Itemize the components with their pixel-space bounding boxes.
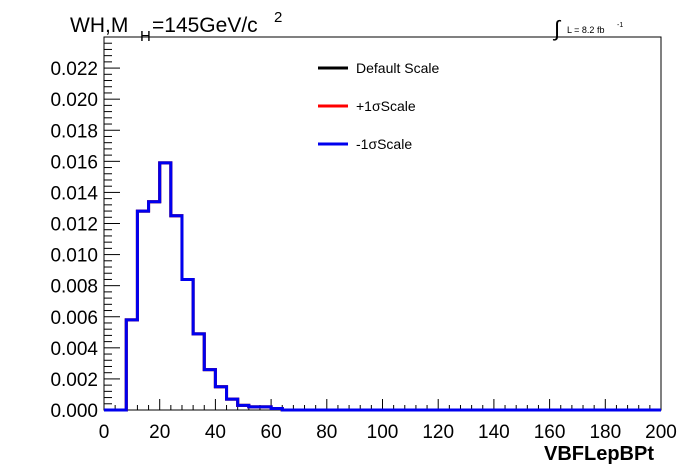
y-tick-label: 0.000 [50,401,98,422]
x-tick-label: 0 [99,422,110,443]
title-suffix: =145GeV/c [152,14,258,37]
y-tick-label: 0.012 [50,215,98,236]
series-line-2 [104,161,661,412]
y-tick-label: 0.016 [50,152,98,173]
y-tick-label: 0.018 [50,121,98,142]
x-tick-label: 40 [205,422,226,443]
x-tick-label: 100 [367,422,399,443]
integral-symbol: ∫ [552,16,562,41]
luminosity-superscript: -1 [617,22,623,29]
y-tick-label: 0.002 [50,370,98,391]
legend: Default Scale +1σScale -1σScale [318,60,439,152]
y-tick-label: 0.010 [50,246,98,267]
x-tick-label: 140 [478,422,510,443]
y-axis: 0.000 0.002 0.004 0.006 0.008 0.010 0.012 0.014… [50,42,120,422]
y-tick-label: 0.004 [50,339,98,360]
series-line-0 [104,161,661,412]
y-tick-label: 0.008 [50,277,98,298]
x-tick-label: 120 [422,422,454,443]
luminosity-label: ∫ L = 8.2 fb -1 [552,16,623,41]
legend-entry: +1σScale [356,98,416,114]
y-tick-label: 0.022 [50,59,98,80]
x-tick-label: 200 [645,422,677,443]
series-line-1 [104,161,661,412]
title-prefix: WH,M [70,14,128,37]
plot-frame [103,36,662,411]
x-tick-label: 60 [261,422,282,443]
title-superscript: 2 [274,9,282,26]
title-subscript: H [140,28,151,45]
luminosity-text: L = 8.2 fb [567,25,604,35]
y-tick-label: 0.014 [50,183,98,204]
x-tick-label: 20 [149,422,170,443]
x-axis-label: VBFLepBPt [544,443,654,465]
x-tick-label: 160 [534,422,566,443]
chart-title: WH,M H =145GeV/c 2 [70,9,282,45]
legend-entry: -1σScale [356,136,412,152]
legend-entry: Default Scale [356,60,439,76]
y-tick-label: 0.006 [50,308,98,329]
x-tick-label: 180 [589,422,621,443]
series-layer [104,161,661,412]
x-axis: 0 20 40 60 80 100 120 140 160 180 200 [99,399,677,443]
y-tick-label: 0.020 [50,90,98,111]
x-tick-label: 80 [316,422,337,443]
